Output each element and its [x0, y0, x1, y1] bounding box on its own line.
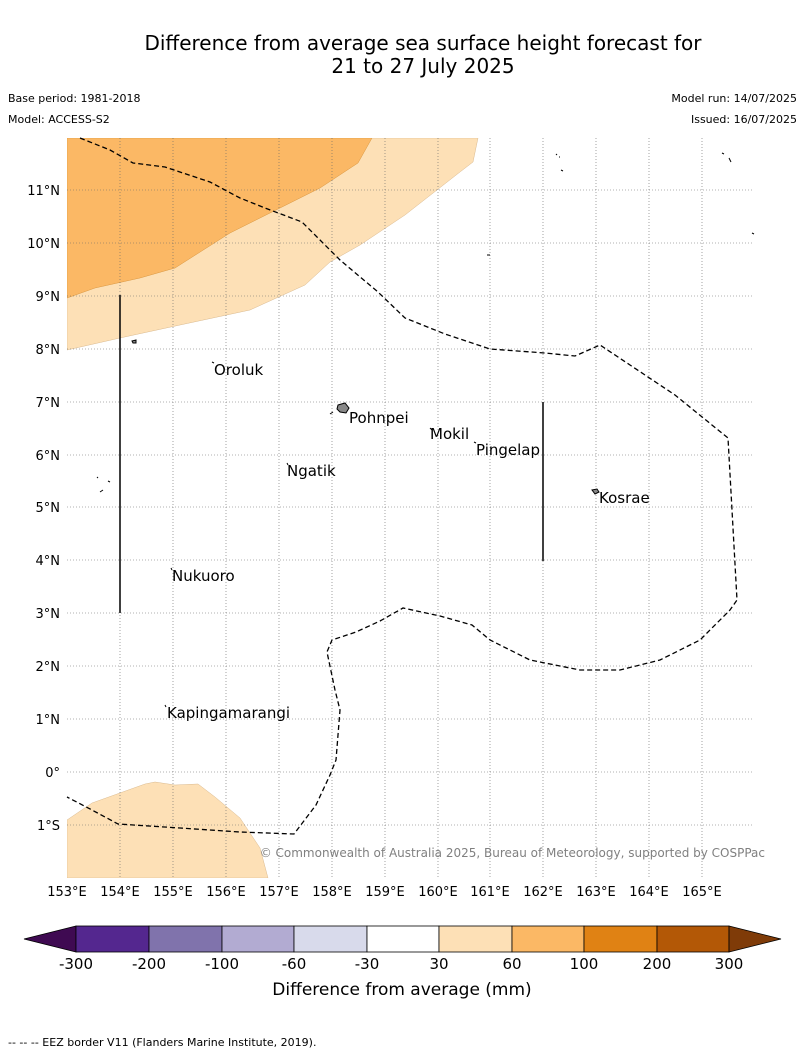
lat-label: 1°N: [36, 713, 61, 728]
colorbar-extend-low: [23, 925, 77, 953]
colorbar-segment: [583, 925, 658, 953]
colorbar-tick: 60: [502, 955, 521, 973]
base-period: Base period: 1981-2018: [8, 92, 141, 105]
place-label-oroluk: Oroluk: [214, 361, 263, 379]
colorbar-segment: [366, 925, 440, 953]
colorbar: [23, 925, 782, 953]
graticule: [67, 138, 754, 878]
lat-label: 1°S: [37, 819, 60, 834]
lon-label: 163°E: [576, 885, 616, 900]
band-30-60-south: [67, 781, 269, 878]
anomaly-fill: [67, 138, 479, 878]
colorbar-tick: -300: [59, 955, 93, 973]
colorbar-tick: -60: [282, 955, 307, 973]
lon-label: 154°E: [100, 885, 140, 900]
lat-label: 3°N: [36, 607, 61, 622]
lat-label: 9°N: [36, 290, 61, 305]
colorbar-tick: 300: [715, 955, 744, 973]
colorbar-tick: -100: [205, 955, 239, 973]
longitude-labels: 153°E 154°E 155°E 156°E 157°E 158°E 159°…: [47, 885, 722, 900]
title-line-2: 21 to 27 July 2025: [331, 54, 515, 78]
latitude-labels: 11°N 10°N 9°N 8°N 7°N 6°N 5°N 4°N 3°N 2°…: [27, 184, 60, 834]
colorbar-segment: [221, 925, 295, 953]
lat-label: 8°N: [36, 343, 61, 358]
colorbar-tick: -30: [355, 955, 380, 973]
lon-label: 162°E: [523, 885, 563, 900]
kosrae-island: [591, 488, 600, 495]
lat-label: 11°N: [27, 184, 60, 199]
colorbar-segment: [438, 925, 513, 953]
colorbar-ticks: -300 -200 -100 -60 -30 30 60 100 200 300: [59, 955, 743, 973]
lat-label: 5°N: [36, 501, 61, 516]
islands: [96, 152, 755, 708]
place-label-pingelap: Pingelap: [476, 441, 540, 459]
eez-border: [66, 137, 738, 835]
colorbar-tick: 30: [429, 955, 448, 973]
colorbar-segment: [75, 925, 150, 953]
colorbar-segment: [656, 925, 730, 953]
place-label-ngatik: Ngatik: [287, 462, 336, 480]
colorbar-tick: 200: [643, 955, 672, 973]
model-name: Model: ACCESS-S2: [8, 113, 110, 126]
colorbar-segment: [293, 925, 368, 953]
colorbar-segment: [511, 925, 585, 953]
place-label-mokil: Mokil: [430, 425, 469, 443]
lat-label: 2°N: [36, 660, 61, 675]
lon-label: 156°E: [206, 885, 246, 900]
page-title: Difference from average sea surface heig…: [0, 32, 804, 78]
issued-date: Issued: 16/07/2025: [690, 113, 797, 126]
lon-label: 157°E: [259, 885, 299, 900]
place-label-nukuoro: Nukuoro: [172, 567, 235, 585]
colorbar-label: Difference from average (mm): [272, 980, 531, 1000]
lat-label: 6°N: [36, 449, 61, 464]
colorbar-tick: 100: [570, 955, 599, 973]
lat-label: 0°: [45, 766, 60, 781]
place-label-kapingamarangi: Kapingamarangi: [167, 704, 290, 722]
lat-label: 4°N: [36, 554, 61, 569]
lon-label: 155°E: [153, 885, 193, 900]
lon-label: 159°E: [365, 885, 405, 900]
lon-label: 161°E: [470, 885, 510, 900]
colorbar-segment: [148, 925, 223, 953]
copyright-note: © Commonwealth of Australia 2025, Bureau…: [260, 846, 765, 860]
lon-label: 153°E: [47, 885, 87, 900]
eez-legend-note: -- -- -- EEZ border V11 (Flanders Marine…: [8, 1036, 317, 1049]
colorbar-extend-high: [728, 925, 782, 953]
lon-label: 164°E: [629, 885, 669, 900]
model-run: Model run: 14/07/2025: [671, 92, 797, 105]
pohnpei-island: [336, 402, 350, 414]
title-line-1: Difference from average sea surface heig…: [144, 31, 702, 55]
lon-label: 165°E: [682, 885, 722, 900]
lat-label: 10°N: [27, 237, 60, 252]
place-label-kosrae: Kosrae: [599, 489, 650, 507]
lat-label: 7°N: [36, 396, 61, 411]
place-label-pohnpei: Pohnpei: [349, 409, 409, 427]
lon-label: 160°E: [418, 885, 458, 900]
lon-label: 158°E: [312, 885, 352, 900]
band-60-100-north: [67, 138, 373, 299]
colorbar-tick: -200: [132, 955, 166, 973]
place-labels: Oroluk Pohnpei Mokil Pingelap Ngatik Kos…: [167, 361, 650, 722]
